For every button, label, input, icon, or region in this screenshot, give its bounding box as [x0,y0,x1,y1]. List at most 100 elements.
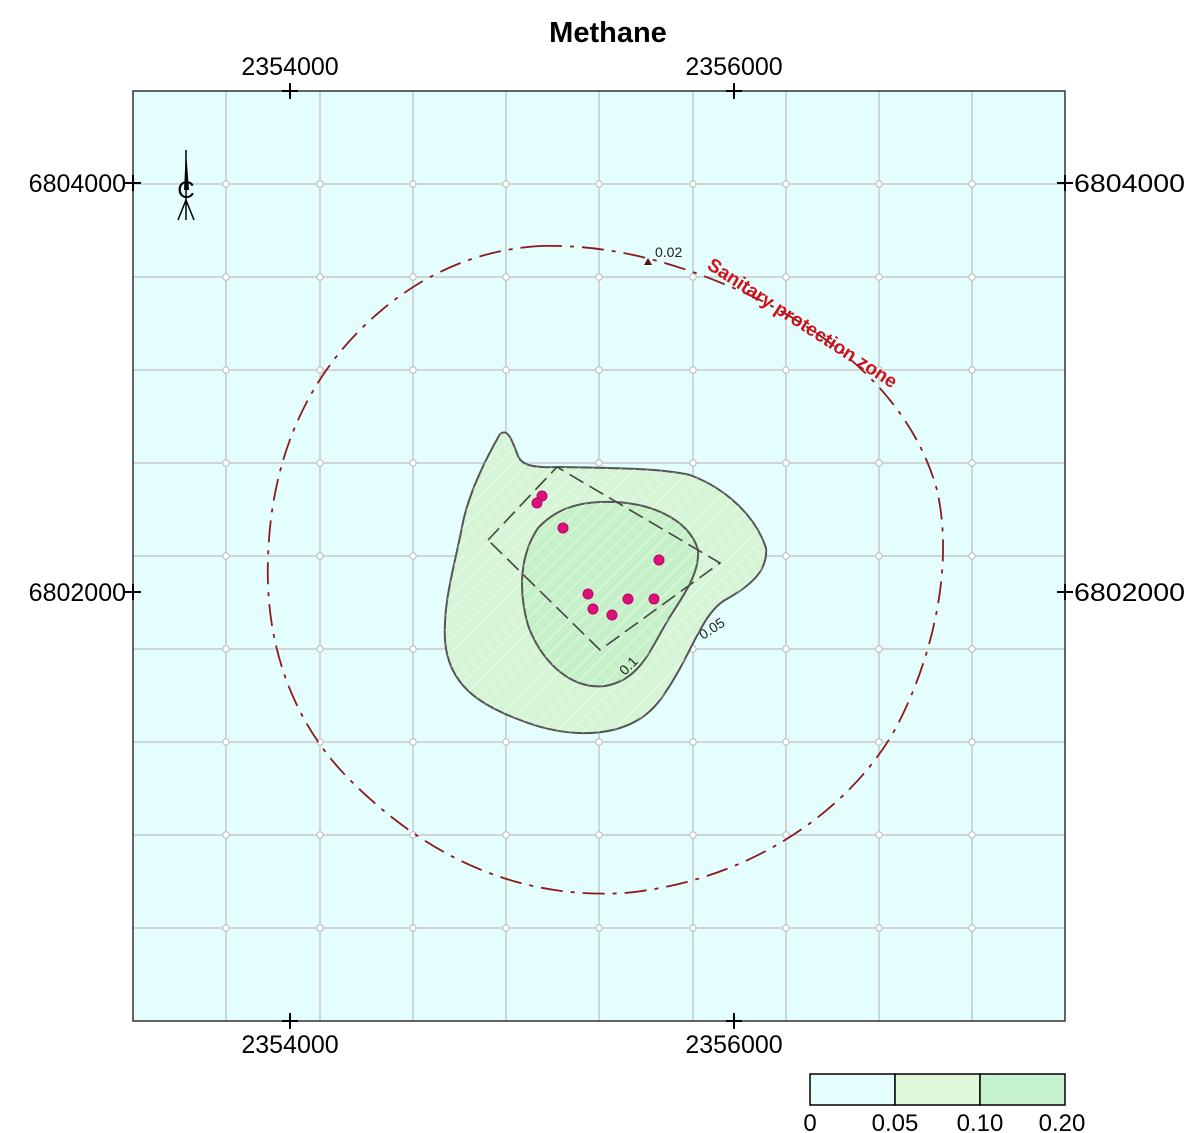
y-tick-left-1: 6804000 [29,170,126,198]
grid-node [689,180,697,188]
grid-node [595,738,603,746]
sanitary-protection-zone [266,244,944,895]
grid-node [222,738,230,746]
grid-node [316,924,324,932]
legend-swatch-1 [809,1073,896,1106]
grid-node [595,831,603,839]
contour-0-1-hatch [522,501,699,687]
x-tick-top-1: 2354000 [241,53,338,81]
legend-label-2: 0.10 [957,1110,1004,1133]
grid-node [409,645,417,653]
grid-node [595,459,603,467]
grid-node [316,459,324,467]
grid-node [968,738,976,746]
y-tick-right-2: 6802000 [1074,579,1185,607]
emission-source [648,593,660,605]
grid-node [968,459,976,467]
grid-node [875,831,883,839]
grid-node [968,552,976,560]
grid-node [409,924,417,932]
grid-node [875,273,883,281]
grid-node [222,645,230,653]
grid-node [968,366,976,374]
grid-node [222,180,230,188]
grid-node [875,180,883,188]
grid-node [409,552,417,560]
grid-node [222,366,230,374]
map-title: Methane [549,17,667,49]
y-tick-left-2: 6802000 [29,579,126,607]
grid-node [782,738,790,746]
grid-node [502,180,510,188]
grid-node [782,645,790,653]
legend-label-3: 0.20 [1039,1110,1086,1133]
grid-node [316,180,324,188]
grid-node [689,738,697,746]
grid-node [222,924,230,932]
grid-node [316,273,324,281]
north-arrow-icon: C [177,150,195,221]
compass-letter: C [177,177,194,204]
y-tick-right-1: 6804000 [1074,170,1185,198]
legend: 0 0.05 0.10 0.20 [803,1073,1086,1133]
grid-node [689,459,697,467]
grid-node [502,273,510,281]
x-tick-top-2: 2356000 [685,53,782,81]
grid-node [409,459,417,467]
grid-node [409,180,417,188]
legend-label-0: 0 [803,1110,816,1133]
legend-label-1: 0.05 [872,1110,919,1133]
grid-node [222,459,230,467]
grid-node [409,273,417,281]
grid-node [316,645,324,653]
emission-source [587,603,599,615]
grid-node [782,831,790,839]
grid-node [782,366,790,374]
grid-node [595,366,603,374]
calculation-point-label: 0.02 [655,244,682,260]
grid-node [875,645,883,653]
legend-swatch-3 [979,1073,1066,1106]
emission-source [653,554,665,566]
emission-source [622,593,634,605]
grid-node [222,831,230,839]
grid-node [875,552,883,560]
map-frame [132,90,1066,1022]
grid-node [502,738,510,746]
grid-node [595,180,603,188]
grid-node [875,738,883,746]
x-tick-bottom-2: 2356000 [685,1031,782,1059]
tick-marks [125,83,1073,1029]
grid-node [875,924,883,932]
x-tick-bottom-1: 2354000 [241,1031,338,1059]
emission-source [531,497,543,509]
grid-node [875,459,883,467]
grid-node [689,831,697,839]
grid-node [968,831,976,839]
site-boundary [486,465,722,652]
grid-node [409,738,417,746]
calculation-point-marker [644,258,652,265]
grid-node [316,831,324,839]
grid-node [595,273,603,281]
grid-node [689,273,697,281]
grid-node [316,552,324,560]
grid-node [782,924,790,932]
grid-node [689,924,697,932]
grid-node [222,552,230,560]
grid-node [595,924,603,932]
grid-node [782,552,790,560]
grid-node [968,180,976,188]
legend-swatch-2 [894,1073,981,1106]
grid-node [409,366,417,374]
grid-node [502,924,510,932]
emission-sources [531,490,665,621]
grid-node [968,645,976,653]
grid-node [782,273,790,281]
grid-node [502,366,510,374]
emission-source [557,522,569,534]
grid-node [502,831,510,839]
grid-node [968,924,976,932]
grid-node [689,366,697,374]
